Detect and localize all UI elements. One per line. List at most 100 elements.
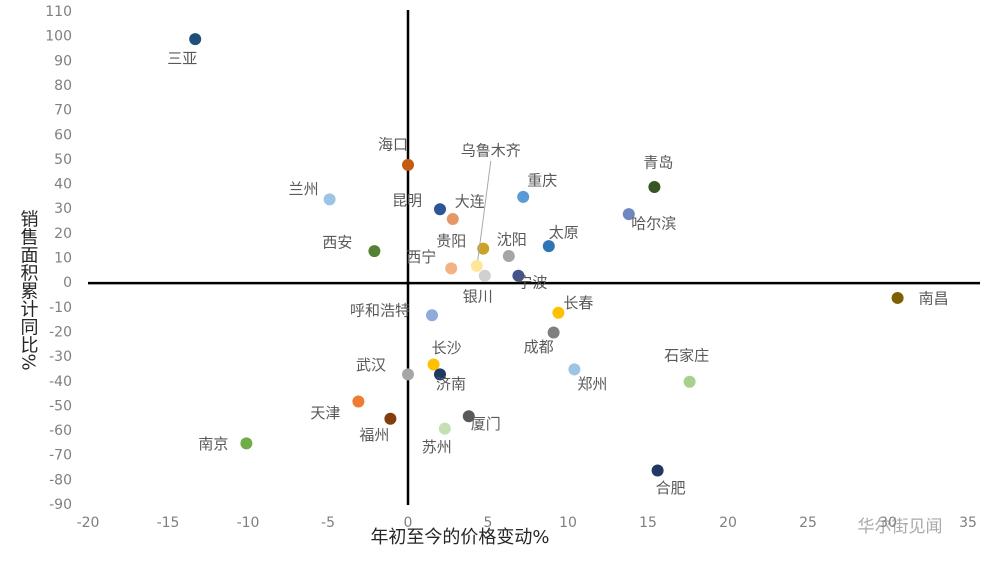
point (434, 368, 446, 381)
y-tick-label: -10 (49, 300, 72, 316)
watermark: 华尔街见闻 (858, 517, 943, 537)
point (368, 245, 381, 258)
point (427, 358, 440, 371)
y-tick-label: 10 (54, 251, 72, 267)
point-label: 昆明 (392, 192, 422, 210)
point (651, 464, 664, 477)
point-label: 兰州 (289, 180, 319, 198)
x-tick-label: -15 (157, 515, 180, 531)
point (438, 422, 451, 435)
point-label: 福州 (359, 426, 389, 444)
point-label: 海口 (378, 135, 408, 153)
point (552, 306, 565, 319)
point-label: 厦门 (471, 415, 501, 433)
point (189, 33, 202, 46)
point-label: 哈尔滨 (631, 215, 676, 233)
leader-line (477, 160, 492, 260)
point-label: 石家庄 (664, 346, 709, 364)
point-label: 郑州 (577, 375, 607, 393)
point-label: 成都 (524, 338, 554, 356)
x-tick-label: 15 (639, 515, 657, 531)
y-axis-label: 销售面积累计同比% (18, 209, 39, 370)
y-tick-label: 90 (54, 53, 72, 69)
point (402, 368, 414, 381)
point-label: 青岛 (643, 154, 673, 172)
y-tick-label: 0 (63, 275, 72, 291)
y-tick-label: 30 (54, 201, 72, 217)
point (384, 412, 397, 425)
point (402, 158, 414, 171)
point-label: 西宁 (406, 248, 436, 266)
point-label: 银川 (463, 287, 493, 305)
x-tick-label: 10 (559, 515, 577, 531)
point-label: 天津 (310, 404, 340, 422)
x-tick-label: 35 (959, 515, 977, 531)
point-label: 贵阳 (436, 232, 466, 250)
point (352, 395, 365, 408)
point (478, 269, 491, 282)
x-tick-label: -5 (321, 515, 335, 531)
point (547, 326, 560, 339)
point (568, 363, 581, 376)
point (683, 375, 696, 388)
point (648, 181, 661, 194)
point-label: 长沙 (432, 339, 462, 357)
y-tick-label: 20 (54, 226, 72, 242)
point (512, 269, 525, 282)
x-tick-label: 5 (484, 515, 493, 531)
point-label: 武汉 (356, 356, 386, 374)
point-label: 重庆 (527, 171, 557, 189)
x-tick-label: 25 (799, 515, 817, 531)
y-tick-label: 110 (45, 4, 72, 20)
point-label: 长春 (563, 294, 593, 312)
point-label: 南昌 (919, 289, 949, 307)
x-tick-label: -20 (77, 515, 100, 531)
y-tick-label: -90 (49, 497, 72, 513)
y-tick-label: -80 (49, 472, 72, 488)
point-label: 太原 (549, 224, 579, 242)
y-tick-label: -20 (49, 324, 72, 340)
point (323, 193, 336, 206)
x-tick-label: 20 (719, 515, 737, 531)
point-label: 宁波 (517, 273, 547, 291)
point (477, 242, 490, 255)
point (517, 190, 530, 203)
point (891, 291, 904, 304)
x-tick-label: 0 (404, 515, 413, 531)
point-label: 沈阳 (497, 231, 527, 249)
point-label: 济南 (436, 375, 466, 393)
x-tick-label: -10 (237, 515, 260, 531)
y-tick-label: 100 (45, 29, 72, 45)
point (434, 203, 446, 216)
point (502, 250, 515, 263)
point (445, 262, 458, 275)
y-tick-label: 50 (54, 152, 72, 168)
y-tick-label: -30 (49, 349, 72, 365)
point (446, 213, 459, 226)
point-label: 合肥 (656, 479, 686, 497)
y-tick-label: 80 (54, 78, 72, 94)
y-tick-label: -70 (49, 448, 72, 464)
x-axis-label: 年初至今的价格变动% (370, 527, 549, 548)
point-label: 南京 (198, 435, 228, 453)
y-tick-label: -60 (49, 423, 72, 439)
x-tick-label: 30 (879, 515, 897, 531)
point-label: 呼和浩特 (350, 302, 410, 320)
point (426, 309, 438, 322)
point-label: 苏州 (422, 438, 452, 456)
point-label: 乌鲁木齐 (461, 141, 521, 159)
point (240, 437, 253, 450)
point (470, 259, 483, 272)
y-tick-label: 40 (54, 177, 72, 193)
point-label: 三亚 (167, 50, 197, 68)
point (462, 410, 475, 423)
y-tick-label: 60 (54, 127, 72, 143)
y-tick-label: -50 (49, 398, 72, 414)
y-tick-label: 70 (54, 103, 72, 119)
point (542, 240, 555, 253)
point-label: 大连 (455, 193, 485, 211)
point (622, 208, 635, 221)
y-tick-label: -40 (49, 374, 72, 390)
point-label: 西安 (322, 234, 352, 252)
